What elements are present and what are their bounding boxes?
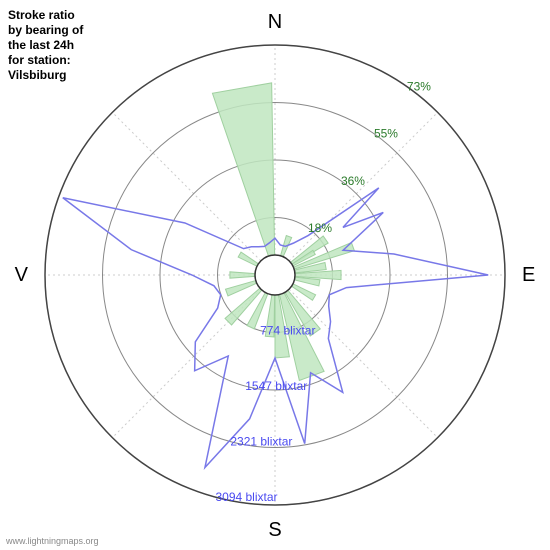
stroke-ring-label: 774 blixtar xyxy=(260,324,315,338)
stroke-ring-label: 2321 blixtar xyxy=(230,435,292,449)
footer-credit: www.lightningmaps.org xyxy=(6,536,99,546)
cardinal-label: E xyxy=(522,264,535,286)
pct-ring-label: 55% xyxy=(374,127,398,141)
pct-ring-label: 36% xyxy=(341,174,365,188)
stroke-ring-label: 1547 blixtar xyxy=(245,379,307,393)
pct-ring-label: 73% xyxy=(407,80,431,94)
cardinal-label: V xyxy=(15,264,29,286)
pct-ring-label: 18% xyxy=(308,221,332,235)
cardinal-label: S xyxy=(268,519,281,541)
stroke-ring-label: 3094 blixtar xyxy=(215,490,277,504)
chart-title: Stroke ratio by bearing of the last 24h … xyxy=(8,8,83,83)
cardinal-label: N xyxy=(268,11,282,33)
